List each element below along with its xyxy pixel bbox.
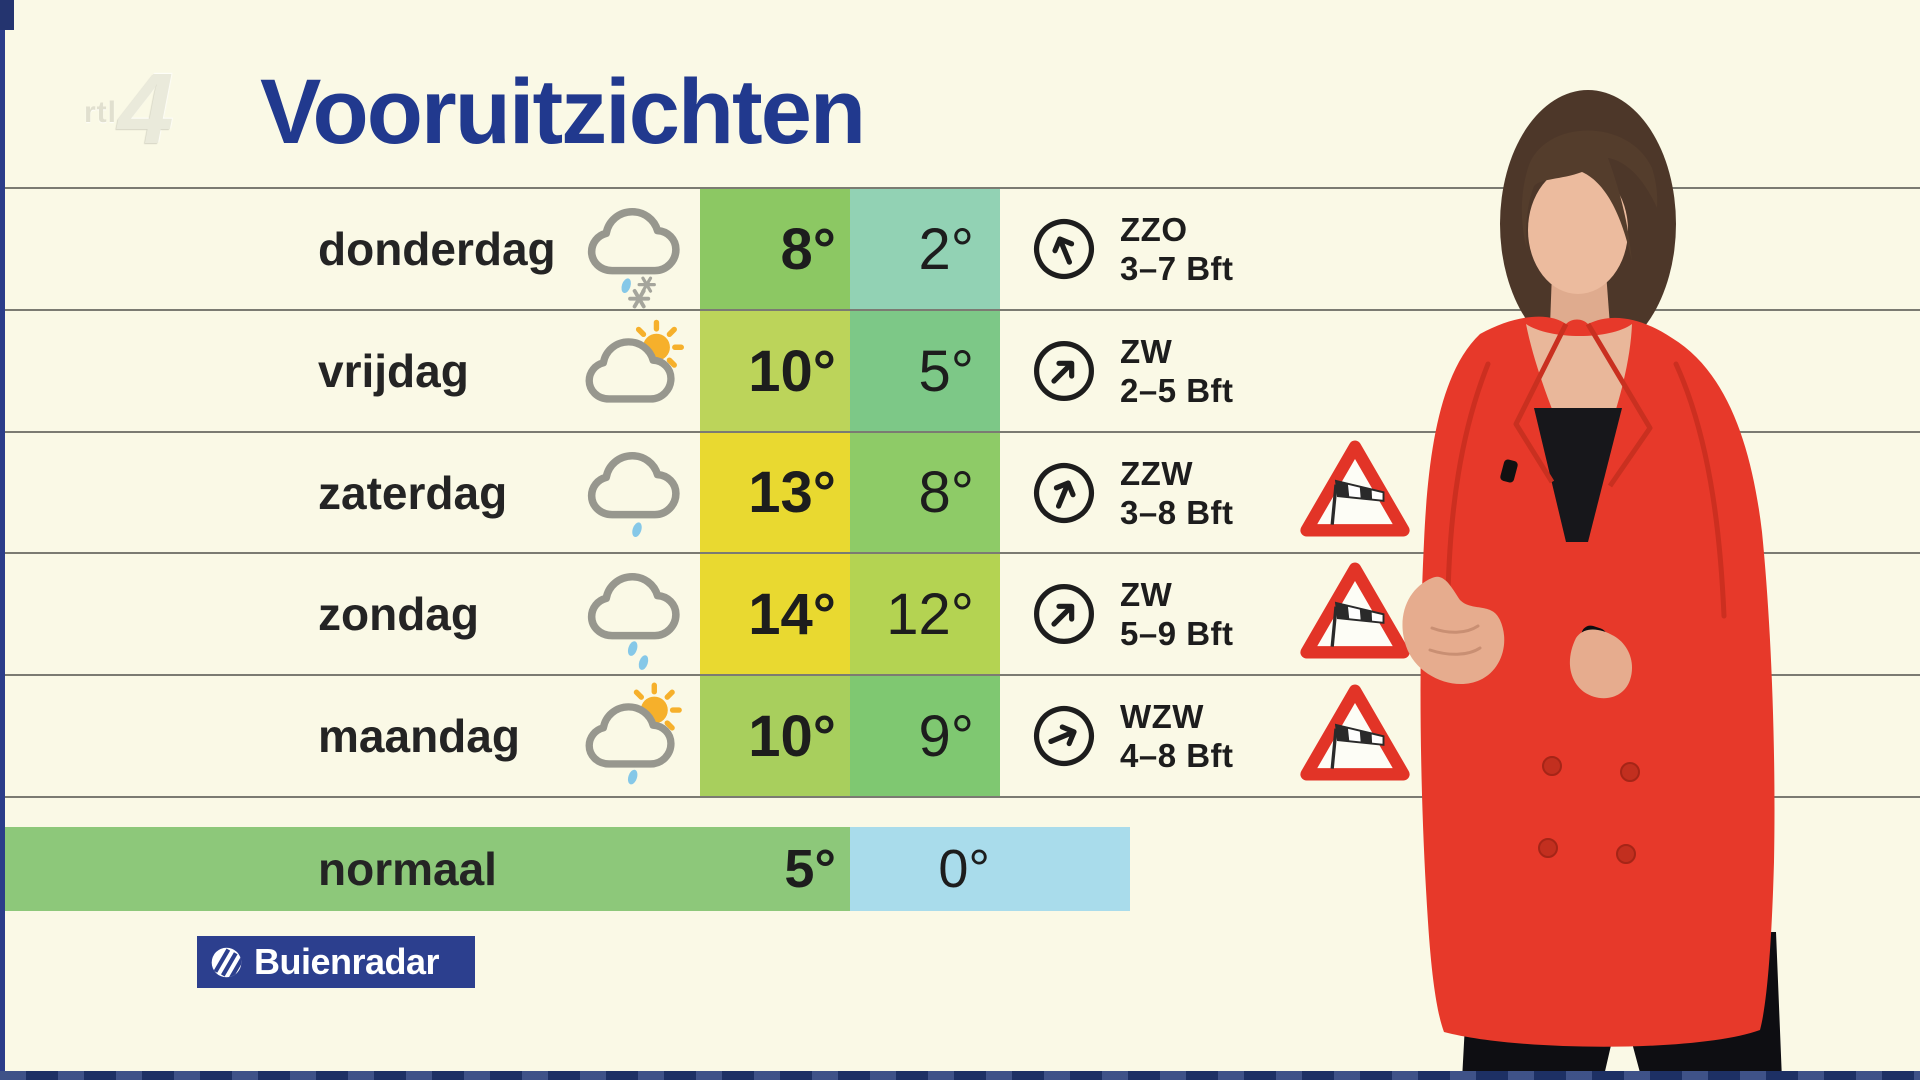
forecast-row-zondag: zondag 14° 12° ZW 5–9 Bft [0,553,1920,675]
sun-cloud-rain-icon [574,675,700,797]
wind-direction-label: ZZO [1120,211,1188,248]
wind-direction-label: ZZW [1120,454,1193,492]
gridline [0,552,1920,554]
wind-direction-icon [1016,323,1112,419]
ticker-bar [0,1071,1920,1080]
max-temp-cell: 10° [700,675,850,797]
forecast-row-donderdag: donderdag 8° 2° ZZO 3–7 Bft [0,188,1920,310]
max-temp-cell: 8° [700,188,850,310]
wind-info: ZZW 3–8 Bft [1030,432,1234,553]
min-temp-cell: 8° [850,432,1000,553]
wind-force-label: 2–5 Bft [1120,372,1234,409]
wind-direction-icon [1016,566,1112,662]
day-label: zondag [318,588,479,640]
wind-direction-label: ZW [1120,333,1173,370]
presenter-photo [1402,90,1782,1080]
cloud-drizzle-icon [574,432,700,553]
min-temp-cell: 2° [850,188,1000,310]
normal-max-cell: normaal 5° [0,827,850,911]
min-temp-cell: 9° [850,675,1000,797]
rtl-watermark-text: rtl [84,96,117,129]
day-label: maandag [318,710,520,762]
wind-info: ZZO 3–7 Bft [1030,188,1234,310]
gridline [0,796,1920,798]
left-edge-block [0,0,14,30]
wind-force-label: 5–9 Bft [1120,615,1234,652]
wind-force-label: 4–8 Bft [1120,737,1234,774]
wind-direction-icon [1020,448,1109,537]
buienradar-label: Buienradar [254,941,440,982]
gridline [0,187,1920,189]
max-temp-cell: 13° [700,432,850,553]
rain-radar-icon [208,944,245,981]
wind-direction-label: ZW [1120,576,1173,613]
wind-direction-icon [1020,205,1109,294]
day-label: vrijdag [318,345,469,397]
min-temp-cell: 5° [850,310,1000,432]
gridline [0,309,1920,311]
gridline [0,431,1920,433]
max-temp-cell: 10° [700,310,850,432]
forecast-row-zaterdag: zaterdag 13° 8° ZZW 3–8 Bft [0,432,1920,553]
day-label: zaterdag [318,466,508,519]
day-label: donderdag [318,223,556,275]
forecast-row-vrijdag: vrijdag 10° 5° ZW 2–5 Bft [0,310,1920,432]
wind-force-label: 3–8 Bft [1120,493,1234,531]
buienradar-logo: Buienradar [197,936,475,988]
wind-info: ZW 2–5 Bft [1030,310,1234,432]
sun-cloud-icon [574,310,700,432]
left-edge-strip [0,0,5,1080]
cloud-rain-icon [574,553,700,675]
wind-force-label: 3–7 Bft [1120,250,1234,287]
wind-info: WZW 4–8 Bft [1030,675,1234,797]
cloud-sleet-icon [574,188,700,310]
normal-max-temp: 5° [784,839,836,899]
rtl4-watermark-logo: rtl 4 [84,53,214,166]
normal-row: normaal 5° 0° [0,827,1920,911]
normal-label: normaal [318,843,497,895]
rtl4-watermark-number: 4 [118,53,174,165]
page-title: Vooruitzichten [260,61,866,163]
min-temp-cell: 12° [850,553,1000,675]
normal-min-cell: 0° [850,827,1130,911]
wind-direction-icon [1020,692,1109,781]
wind-direction-label: WZW [1120,698,1204,735]
wind-info: ZW 5–9 Bft [1030,553,1234,675]
forecast-row-maandag: maandag 10° 9° WZW 4–8 Bft [0,675,1920,797]
max-temp-cell: 14° [700,553,850,675]
gridline [0,674,1920,676]
